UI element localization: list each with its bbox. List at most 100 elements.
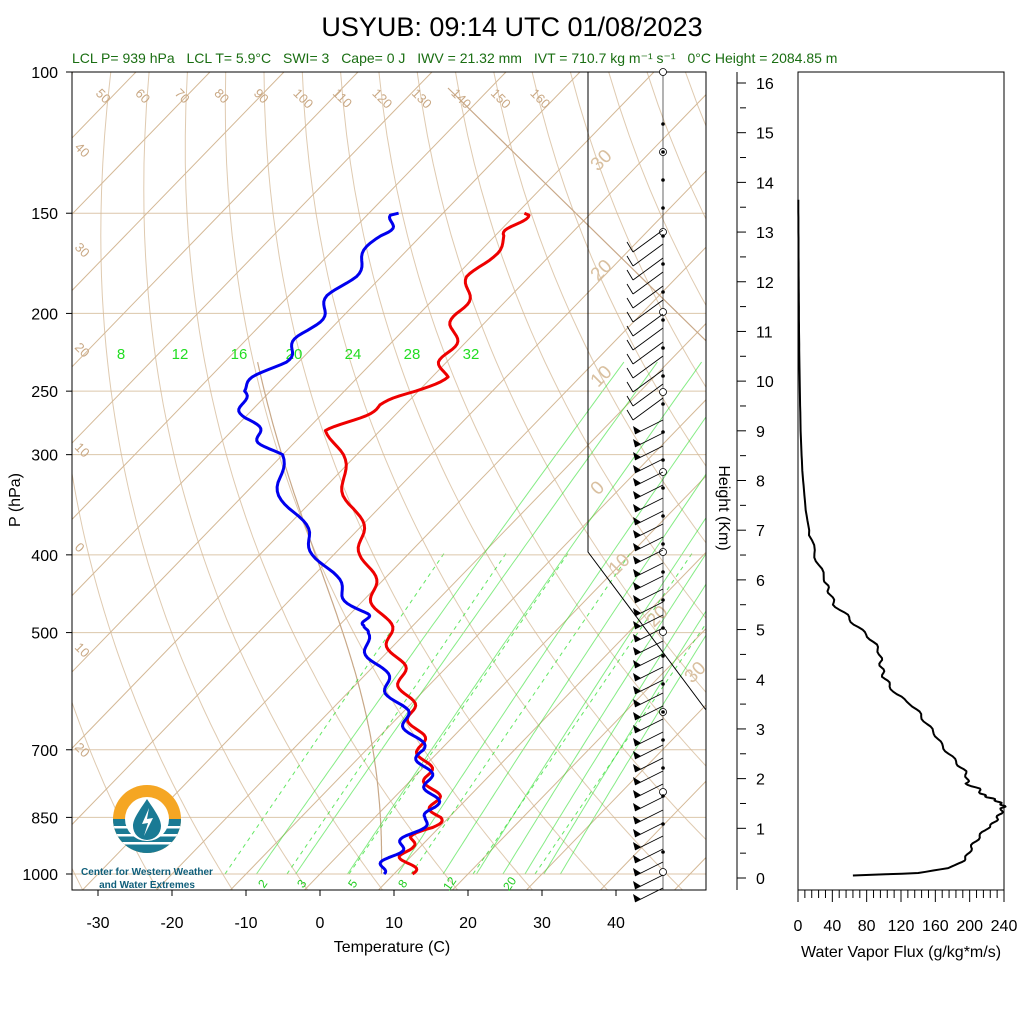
wind-barb-pennant xyxy=(633,686,641,694)
chart-subtitle: LCL P= 939 hPa LCL T= 5.9°C SWI= 3 Cape=… xyxy=(72,50,837,66)
isotherm-label: 120 xyxy=(369,86,395,112)
wind-barb-pennant xyxy=(633,738,641,746)
dewpoint-profile xyxy=(237,211,442,876)
wind-barb-flag xyxy=(626,395,634,407)
wind-calm-circle xyxy=(659,308,667,316)
wind-barb-pennant xyxy=(633,504,641,512)
wind-dot xyxy=(661,150,665,154)
wind-barb xyxy=(632,369,664,393)
wind-barb-pennant xyxy=(633,647,641,655)
dry-adiabat-line xyxy=(301,72,684,890)
wind-barb-pennant xyxy=(633,803,641,811)
wind-barb xyxy=(634,783,664,799)
dry-adiabat-line xyxy=(340,72,706,841)
isotherm-label: 0 xyxy=(72,540,88,556)
flux-x-tick-label: 0 xyxy=(794,918,803,935)
wind-barb xyxy=(634,679,664,695)
wind-barb xyxy=(634,627,664,643)
isotherm-label: 150 xyxy=(488,86,514,112)
wind-dot xyxy=(661,122,665,126)
isotherm-line xyxy=(72,72,507,521)
wind-barb xyxy=(632,355,664,379)
wind-barb xyxy=(634,510,664,526)
isotherm-label: 110 xyxy=(330,86,355,111)
isotherm-label: 50 xyxy=(93,86,114,107)
skewt-x-tick-label: 20 xyxy=(459,915,477,932)
temperature-profile xyxy=(323,211,531,876)
isotherm-label: 20 xyxy=(72,740,93,761)
skewt-x-tick-label: 40 xyxy=(607,915,625,932)
wind-barb-pennant xyxy=(633,491,641,499)
flux-profile xyxy=(797,199,1007,877)
wind-dot xyxy=(661,570,665,574)
skewt-frame xyxy=(71,71,707,891)
flux-y-tick-label: 2 xyxy=(756,772,765,789)
mixing-ratio-top-label: 12 xyxy=(172,346,189,363)
flux-y-tick-label: 7 xyxy=(756,523,765,540)
dry-adiabat-line xyxy=(762,72,1024,891)
chart-title: USYUB: 09:14 UTC 01/08/2023 xyxy=(321,12,702,42)
wind-dot xyxy=(661,654,665,658)
wind-barb xyxy=(634,692,664,708)
skewt-y-axis-label: P (hPa) xyxy=(7,473,24,527)
dry-adiabat-line xyxy=(72,72,234,890)
wind-barb-pennant xyxy=(633,634,641,642)
dry-adiabat-line xyxy=(839,72,1024,891)
wind-dot xyxy=(661,486,665,490)
wind-barb-panel xyxy=(588,72,706,890)
wind-barb-pennant xyxy=(633,478,641,486)
skewt-y-tick-label: 850 xyxy=(31,810,58,827)
mixing-ratio-top-label: 28 xyxy=(404,346,421,363)
flux-y-tick-label: 14 xyxy=(756,175,774,192)
flux-x-tick-label: 120 xyxy=(888,918,915,935)
wind-barb-pennant xyxy=(633,881,641,889)
dry-adiabat-line xyxy=(684,72,706,128)
wind-barb xyxy=(634,757,664,773)
flux-y-axis-label: Height (Km) xyxy=(715,465,732,550)
dry-adiabat-line xyxy=(531,72,706,467)
wind-barb-pennant xyxy=(633,582,641,590)
isotherm-label: 60 xyxy=(132,86,153,107)
wind-dot xyxy=(661,766,665,770)
dry-adiabat-line xyxy=(455,72,706,619)
mixing-ratio-line xyxy=(347,361,703,875)
flux-y-tick-label: 1 xyxy=(756,821,765,838)
wind-barb-pennant xyxy=(633,725,641,733)
flux-y-tick-label: 6 xyxy=(756,573,765,590)
wind-barb xyxy=(632,341,664,365)
isotherm-label: 40 xyxy=(72,140,93,161)
wind-barb xyxy=(632,383,664,407)
subtitle-lcl-p: LCL P= 939 hPa xyxy=(72,50,175,66)
isotherm-line xyxy=(748,72,1024,891)
wind-barb xyxy=(634,666,664,682)
skewt-y-tick-label: 700 xyxy=(31,743,58,760)
wind-barb xyxy=(632,397,664,421)
skewt-x-tick-label: -30 xyxy=(86,915,109,932)
dry-adiabat-line xyxy=(493,72,706,544)
wind-dot xyxy=(661,374,665,378)
mixing-ratio-bottom-label: 2 xyxy=(255,877,270,891)
moist-adiabat-line xyxy=(257,361,383,875)
subtitle-zero-c-height: 0°C Height = 2084.85 m xyxy=(687,50,837,66)
mixing-ratio-top-label: 32 xyxy=(463,346,480,363)
skewt-y-tick-label: 100 xyxy=(31,65,58,82)
skewt-x-tick-label: 0 xyxy=(316,915,325,932)
wind-barb-pennant xyxy=(633,855,641,863)
mixing-ratio-top-label: 16 xyxy=(231,346,248,363)
logo-line-2: and Water Extremes xyxy=(99,880,195,891)
isotherm-line xyxy=(377,551,706,890)
wind-dot xyxy=(661,682,665,686)
flux-frame xyxy=(797,71,1005,891)
mixing-ratio-top-label: 8 xyxy=(117,346,125,363)
flux-y-tick-label: 3 xyxy=(756,722,765,739)
skewt-y-tick-label: 500 xyxy=(31,626,58,643)
dry-adiabat-line xyxy=(800,72,1024,891)
wind-barb xyxy=(632,271,664,295)
wind-dot xyxy=(661,206,665,210)
flux-y-tick-label: 5 xyxy=(756,623,765,640)
wind-barb-pennant xyxy=(633,660,641,668)
wind-barb-flag xyxy=(626,311,634,323)
wind-barb xyxy=(632,229,664,253)
